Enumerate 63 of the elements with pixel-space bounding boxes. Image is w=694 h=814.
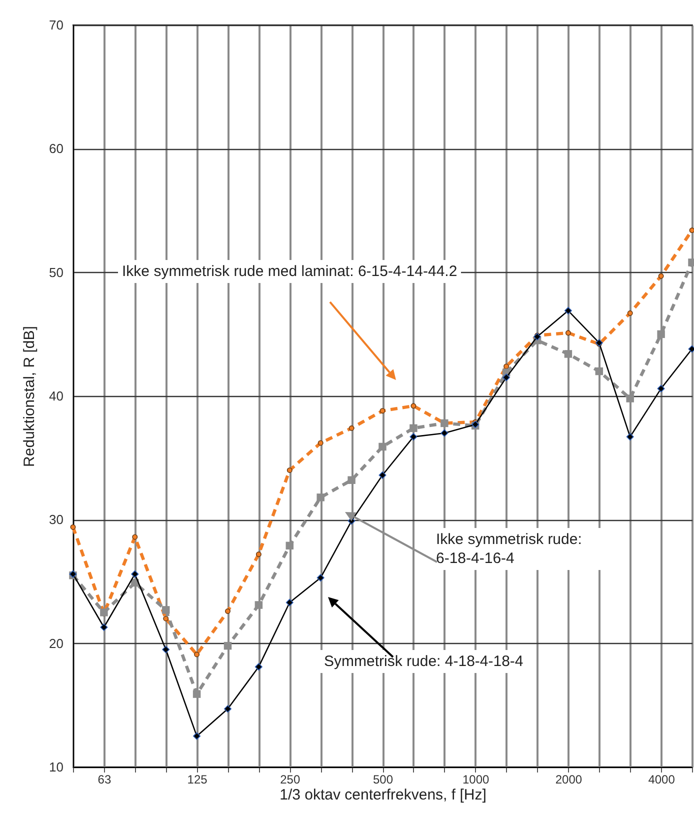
point <box>626 394 634 402</box>
point <box>440 429 448 437</box>
point <box>689 228 694 234</box>
point <box>316 574 324 582</box>
point <box>626 433 634 441</box>
point <box>657 330 665 338</box>
point <box>286 542 294 550</box>
point <box>318 440 324 446</box>
x-tick-label: 1000 <box>462 772 490 786</box>
y-tick-label: 70 <box>49 18 64 32</box>
x-tick-label: 63 <box>98 772 112 786</box>
point <box>100 624 108 632</box>
point <box>378 442 386 451</box>
point <box>254 663 262 671</box>
point <box>348 476 356 484</box>
point <box>595 367 604 376</box>
y-tick-label: 50 <box>49 264 64 280</box>
point <box>162 606 170 614</box>
point <box>131 570 139 578</box>
point <box>380 408 386 414</box>
point <box>192 690 201 698</box>
point <box>410 403 416 409</box>
y-tick-label: 30 <box>49 512 64 528</box>
y-axis-title: Reduktionstal, R [dB] <box>21 326 38 467</box>
x-tick-label: 125 <box>187 772 208 786</box>
point <box>565 330 571 336</box>
x-tick-label: 250 <box>280 772 300 786</box>
x-tick-label: 4000 <box>648 772 676 786</box>
point <box>162 646 170 654</box>
point <box>378 471 386 479</box>
point <box>504 364 510 370</box>
point <box>564 306 572 314</box>
y-tick-label: 40 <box>49 388 64 404</box>
point <box>502 374 510 382</box>
point <box>193 732 201 740</box>
point <box>348 425 354 431</box>
y-tick-label: 60 <box>49 141 64 156</box>
point <box>627 310 633 316</box>
point <box>225 608 230 614</box>
y-tick-label: 20 <box>49 636 64 651</box>
annotation: Ikke symmetrisk rude med laminat: 6-15-4-14-44.2 <box>122 263 458 280</box>
point <box>658 273 664 279</box>
point <box>224 642 232 650</box>
x-tick-label: 500 <box>372 772 394 786</box>
point <box>256 552 262 558</box>
point <box>224 705 232 713</box>
x-axis-title: 1/3 oktav centerfrekvens, f [Hz] <box>280 786 486 804</box>
y-tick-label: 10 <box>49 760 64 774</box>
point <box>410 433 418 441</box>
text: Ikke symmetrisk rude: 6-18-4-16-4 <box>436 531 582 567</box>
point <box>316 494 324 502</box>
point <box>410 424 418 432</box>
point <box>163 616 169 622</box>
point <box>657 384 665 392</box>
point <box>194 652 200 658</box>
point <box>286 598 294 606</box>
point <box>132 534 138 540</box>
x-tick-label: 2000 <box>555 772 582 786</box>
point <box>564 350 572 358</box>
point <box>254 601 263 609</box>
point <box>70 524 76 530</box>
annotation: Symmetrisk rude: 4-18-4-18-4 <box>324 653 524 670</box>
point <box>286 467 292 473</box>
